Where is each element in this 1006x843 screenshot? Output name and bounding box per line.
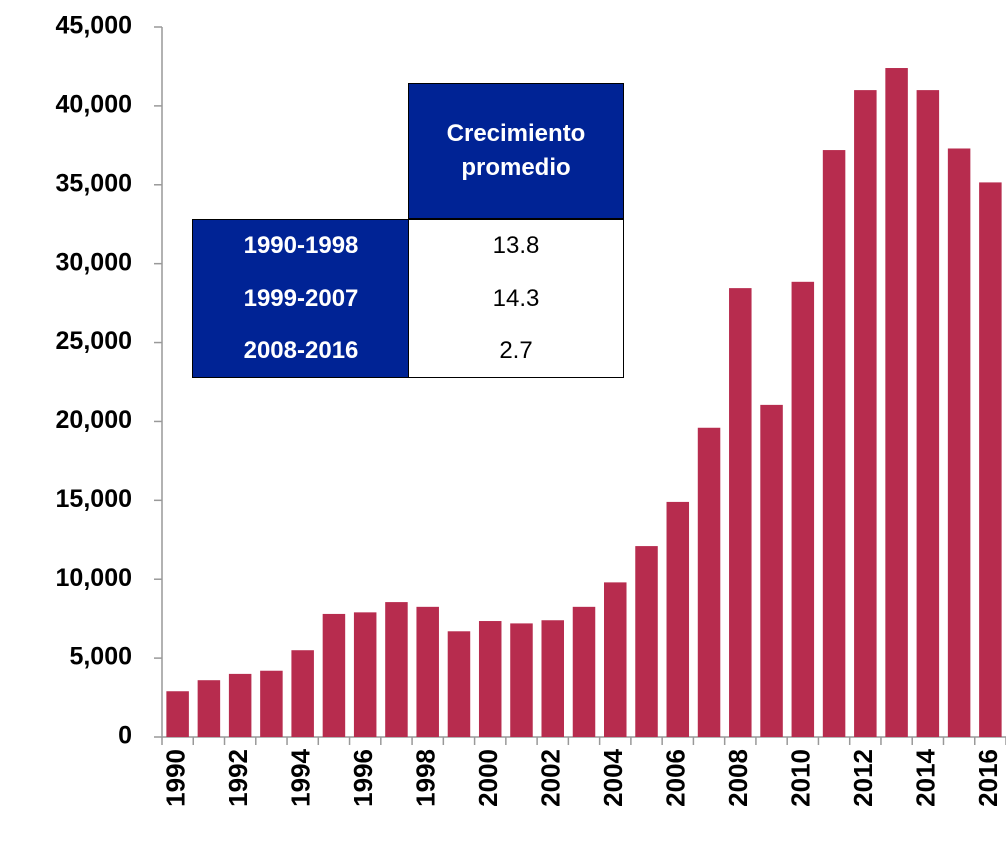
x-tick-label: 2000 [473, 749, 503, 807]
x-tick-label: 2006 [661, 749, 691, 807]
bar [416, 606, 439, 737]
bar [447, 631, 471, 737]
y-tick-label: 30,000 [56, 248, 132, 276]
bar [353, 612, 377, 737]
y-tick-label: 35,000 [56, 169, 132, 197]
row-label: 1990-1998 [192, 219, 409, 272]
bar [635, 546, 658, 737]
y-tick-label: 0 [118, 722, 132, 750]
bar [604, 582, 627, 737]
y-tick-label: 10,000 [56, 564, 132, 592]
bar [572, 606, 596, 737]
x-tick-label: 2016 [973, 749, 1003, 807]
row-value: 2.7 [408, 325, 624, 378]
bar [260, 670, 283, 737]
bar [228, 673, 252, 737]
bar [885, 68, 908, 738]
bar [385, 602, 408, 737]
bar [947, 148, 971, 737]
bar [729, 288, 752, 737]
x-tick-label: 2002 [536, 749, 566, 807]
row-value: 14.3 [408, 272, 624, 325]
x-tick-label: 1998 [411, 749, 441, 807]
row-label: 1999-2007 [192, 272, 409, 325]
x-tick-label: 1992 [223, 749, 253, 807]
x-tick-label: 2010 [786, 749, 816, 807]
bar [322, 613, 346, 737]
y-tick-label: 25,000 [56, 327, 132, 355]
bar [197, 680, 221, 737]
x-tick-label: 1994 [286, 748, 316, 806]
bar [697, 427, 721, 737]
x-tick-label: 2014 [911, 748, 941, 806]
bar [791, 281, 815, 737]
bar [291, 650, 314, 737]
y-tick-label: 15,000 [56, 485, 132, 513]
row-value: 13.8 [408, 219, 624, 272]
x-tick-label: 2008 [723, 749, 753, 807]
bar [510, 623, 533, 737]
bar [541, 620, 564, 737]
row-label: 2008-2016 [192, 325, 409, 378]
x-tick-label: 2004 [598, 748, 628, 806]
bar [666, 501, 690, 737]
bar [166, 691, 189, 737]
bar [916, 90, 940, 738]
y-tick-label: 40,000 [56, 90, 132, 118]
y-tick-label: 20,000 [56, 406, 132, 434]
bar [854, 90, 877, 738]
x-tick-label: 2012 [848, 749, 878, 807]
y-tick-label: 45,000 [56, 12, 132, 40]
table-header: Crecimiento promedio [408, 83, 624, 219]
bar [478, 621, 502, 737]
x-tick-label: 1996 [348, 749, 378, 807]
y-tick-label: 5,000 [69, 643, 132, 671]
bar [822, 150, 846, 738]
bar [760, 404, 783, 737]
x-tick-label: 1990 [161, 749, 191, 807]
bar [979, 182, 1002, 737]
